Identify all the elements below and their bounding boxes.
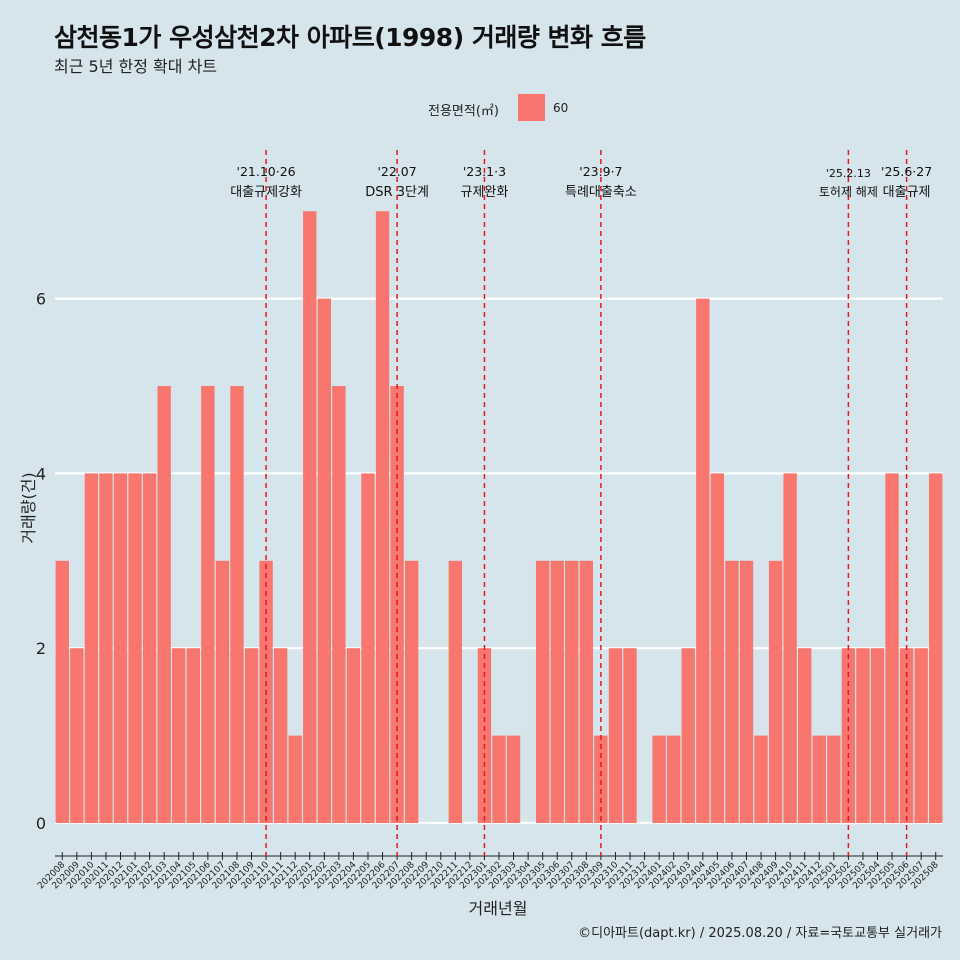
chart-title: 삼천동1가 우성삼천2차 아파트(1998) 거래량 변화 흐름 — [54, 23, 646, 52]
bar-202204 — [346, 648, 361, 823]
event-date-1: '22.07 — [377, 164, 416, 179]
bar-202508 — [929, 473, 943, 823]
bar-202203 — [332, 386, 346, 823]
bar-202404 — [696, 298, 710, 824]
source-caption: ©디아파트(dapt.kr) / 2025.08.20 / 자료=국토교통부 실… — [578, 926, 942, 941]
bar-202111 — [273, 648, 288, 823]
bar-202201 — [303, 211, 317, 823]
event-label-5: 대출규제 — [883, 185, 931, 200]
bar-202108 — [230, 386, 244, 823]
event-date-0: '21.10·26 — [237, 164, 296, 179]
bar-202411 — [798, 648, 812, 823]
bar-202102 — [142, 473, 157, 823]
bar-202211 — [448, 560, 463, 823]
bar-202205 — [361, 473, 375, 823]
bar-202011 — [99, 473, 113, 823]
y-tick-label-2: 2 — [36, 639, 46, 658]
event-date-2: '23.1·3 — [463, 164, 506, 179]
y-axis-title: 거래량(건) — [19, 472, 38, 543]
legend-key-60 — [518, 94, 545, 121]
bar-202407 — [739, 560, 754, 823]
event-label-4: 토허제 해제 — [819, 185, 878, 199]
bar-202311 — [623, 648, 637, 823]
bar-202403 — [681, 648, 695, 823]
bar-202202 — [317, 298, 331, 824]
legend-title: 전용면적(㎡) — [428, 104, 499, 119]
bar-202303 — [506, 735, 521, 823]
bar-202302 — [492, 735, 506, 823]
bar-202405 — [710, 473, 725, 823]
bar-202206 — [375, 211, 390, 823]
bar-202504 — [870, 648, 885, 823]
bar-202106 — [201, 386, 215, 823]
bar-202112 — [288, 735, 302, 823]
bar-202308 — [579, 560, 594, 823]
bar-202305 — [535, 560, 550, 823]
event-label-3: 특례대출축소 — [565, 185, 637, 200]
event-date-4: '25.2.13 — [826, 167, 871, 180]
bar-202012 — [113, 473, 128, 823]
chart-subtitle: 최근 5년 한정 확대 차트 — [54, 57, 218, 76]
bar-202503 — [856, 648, 870, 823]
bar-202010 — [84, 473, 99, 823]
bar-202507 — [914, 648, 928, 823]
bar-202307 — [565, 560, 579, 823]
event-date-5: '25.6·27 — [881, 164, 932, 179]
event-label-1: DSR 3단계 — [365, 185, 429, 200]
bar-202101 — [128, 473, 142, 823]
bar-202306 — [550, 560, 564, 823]
bar-202408 — [754, 735, 768, 823]
bar-202505 — [885, 473, 899, 823]
x-axis-title: 거래년월 — [469, 899, 528, 918]
bar-202208 — [404, 560, 419, 823]
bar-202107 — [215, 560, 230, 823]
bar-202412 — [812, 735, 826, 823]
legend-label-60: 60 — [553, 101, 569, 115]
event-label-0: 대출규제강화 — [230, 185, 302, 200]
bar-202402 — [667, 735, 681, 823]
y-tick-label-0: 0 — [36, 814, 46, 833]
bar-202401 — [652, 735, 666, 823]
bar-202104 — [172, 648, 186, 823]
bar-202109 — [244, 648, 259, 823]
bar-202410 — [783, 473, 797, 823]
legend: 전용면적(㎡) 60 — [0, 92, 960, 122]
event-label-2: 규제완화 — [461, 185, 509, 200]
bar-202103 — [157, 386, 171, 823]
bar-202309 — [594, 735, 608, 823]
y-tick-label-6: 6 — [36, 290, 46, 309]
bar-202406 — [725, 560, 739, 823]
bar-202105 — [186, 648, 200, 823]
bar-202409 — [768, 560, 783, 823]
event-date-3: '23.9·7 — [579, 164, 622, 179]
bar-202310 — [608, 648, 623, 823]
bar-202008 — [55, 560, 69, 823]
bar-202501 — [827, 735, 841, 823]
y-tick-label-4: 4 — [36, 464, 46, 483]
bar-202009 — [70, 648, 84, 823]
